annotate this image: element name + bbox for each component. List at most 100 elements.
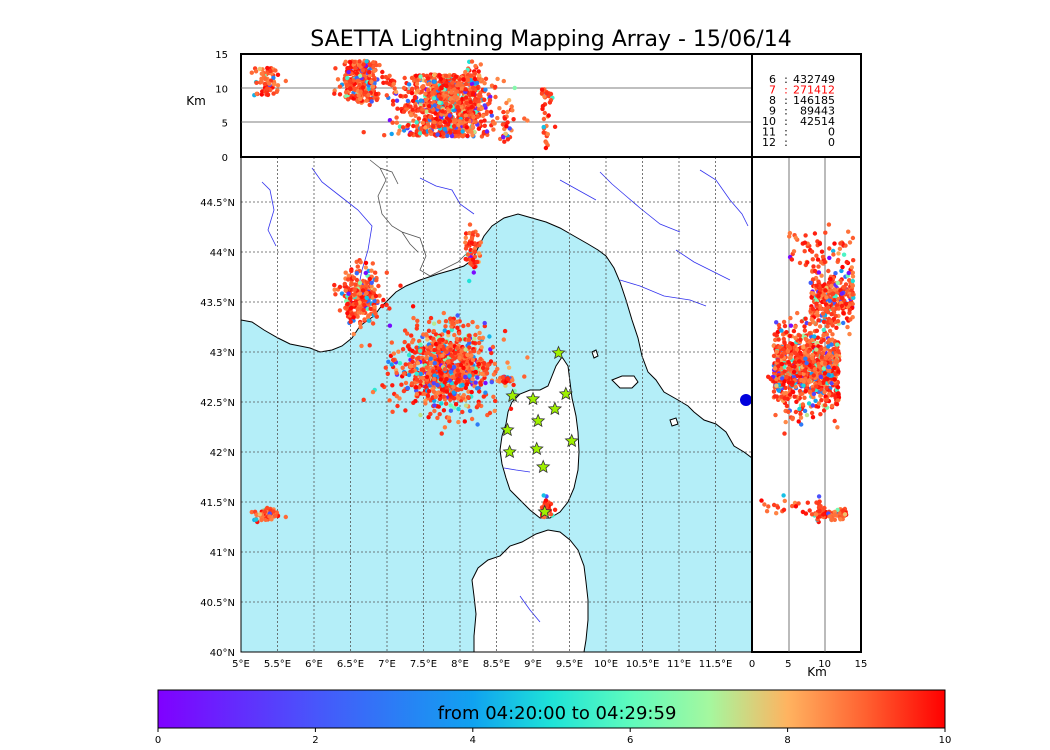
lightning-point-top <box>369 79 374 85</box>
lightning-point <box>448 403 453 408</box>
lightning-point <box>502 328 508 334</box>
lightning-point-right <box>797 260 803 266</box>
lightning-point <box>413 398 418 404</box>
lightning-point-top <box>391 81 396 87</box>
lightning-point-top <box>444 101 449 106</box>
lightning-point-right <box>789 257 795 262</box>
lightning-point <box>370 261 375 266</box>
lightning-point <box>470 319 475 325</box>
lightning-point <box>400 365 405 370</box>
lightning-point <box>508 406 514 411</box>
lightning-point-top <box>446 122 451 127</box>
mainland-landmass <box>241 157 752 459</box>
lightning-point-right <box>819 398 824 403</box>
lightning-point <box>361 307 366 313</box>
lightning-point <box>333 292 338 297</box>
lightning-point-right <box>821 366 826 371</box>
station-star-icon <box>500 422 515 437</box>
lightning-point-right <box>775 505 781 510</box>
lightning-point-right <box>792 364 797 369</box>
lightning-point-top <box>392 86 397 91</box>
lightning-point <box>414 391 420 397</box>
lat-tick-label: 43.5°N <box>200 298 235 309</box>
lightning-point-right <box>832 517 837 522</box>
lon-tick-label: 9.5°E <box>556 659 583 670</box>
lightning-point <box>463 374 468 379</box>
lightning-point-top <box>433 111 438 116</box>
lightning-point <box>406 352 412 358</box>
altitude-tick-right: 5 <box>785 659 791 670</box>
lightning-point-right <box>774 349 779 354</box>
lightning-point-right <box>815 335 820 340</box>
lightning-point-right <box>810 403 815 408</box>
lightning-point-top <box>265 92 271 97</box>
lightning-point <box>456 419 461 425</box>
lightning-point-top <box>384 93 389 98</box>
lightning-point <box>476 350 481 355</box>
lightning-point-top <box>347 86 353 91</box>
lightning-point-top <box>543 145 549 151</box>
lightning-point-right <box>825 305 831 310</box>
lightning-point-right <box>802 408 808 414</box>
lightning-point-top <box>446 108 452 113</box>
lightning-point-right <box>790 416 795 422</box>
lightning-point-top <box>387 73 392 79</box>
lightning-point <box>476 340 482 346</box>
lightning-point <box>431 389 436 394</box>
lightning-point-right <box>829 517 834 523</box>
lightning-point <box>395 403 400 409</box>
lightning-point-top <box>442 127 447 132</box>
lightning-point-right <box>786 380 792 385</box>
lightning-point-right <box>839 303 845 309</box>
lightning-point-top <box>445 133 450 138</box>
lightning-point-top <box>366 86 372 92</box>
lightning-point-right <box>841 320 846 326</box>
lightning-point-top <box>357 82 362 88</box>
lightning-point <box>431 329 436 334</box>
lightning-point <box>455 368 460 373</box>
lightning-point-right <box>788 323 794 328</box>
lightning-point-right <box>850 274 856 279</box>
lightning-point <box>432 347 437 353</box>
lightning-point-right <box>777 345 782 350</box>
lightning-point-right <box>779 353 784 359</box>
count-separator: : <box>784 94 788 107</box>
lightning-point <box>444 389 449 394</box>
lightning-point-right <box>831 248 836 254</box>
lightning-point-top <box>488 94 493 100</box>
count-station-number: 9 <box>769 105 776 118</box>
lightning-point-right <box>814 301 819 306</box>
lightning-point <box>465 352 470 358</box>
lightning-point <box>446 330 451 335</box>
station-star-icon <box>551 345 566 360</box>
lightning-point-right <box>784 403 790 409</box>
lightning-point <box>439 401 444 406</box>
lightning-point <box>475 324 480 330</box>
lightning-point-top <box>382 133 387 138</box>
lightning-point <box>436 319 442 324</box>
lightning-point-top <box>438 120 443 126</box>
top-lightning-points <box>249 58 558 151</box>
lightning-point <box>446 415 452 420</box>
lightning-point-top <box>460 133 466 138</box>
lightning-point <box>479 345 484 350</box>
lightning-point-right <box>811 264 816 269</box>
lightning-point-top <box>416 108 421 113</box>
lightning-point-right <box>771 389 777 394</box>
lightning-point <box>446 333 451 338</box>
lightning-point-top <box>398 93 403 99</box>
lightning-point-right <box>847 331 852 337</box>
lightning-point <box>492 408 497 414</box>
lightning-point <box>476 361 482 367</box>
lightning-point <box>450 321 455 327</box>
lightning-point-right <box>801 383 806 388</box>
lightning-point-right <box>827 351 832 356</box>
lightning-point-right <box>848 317 853 322</box>
lon-tick-label: 10°E <box>594 659 618 670</box>
lightning-point <box>438 344 443 349</box>
lightning-point <box>525 355 530 360</box>
lightning-point-top <box>501 109 506 115</box>
lightning-point-right <box>847 278 852 283</box>
lightning-point-right <box>824 397 829 402</box>
lightning-point-top <box>471 115 476 120</box>
